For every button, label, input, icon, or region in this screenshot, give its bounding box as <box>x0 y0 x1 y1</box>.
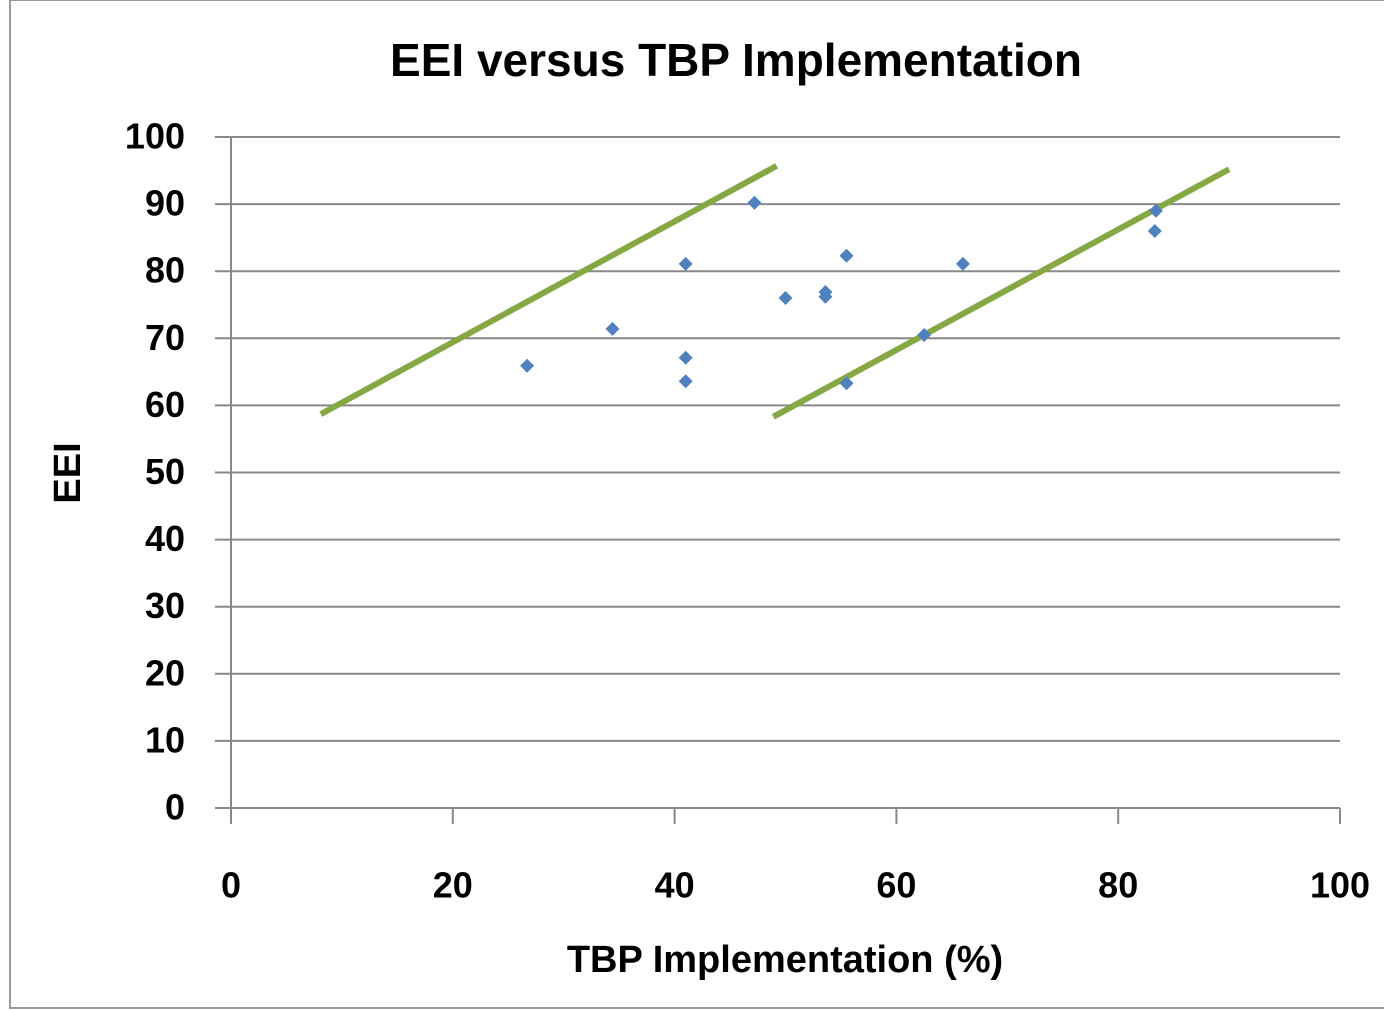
data-point <box>678 256 693 271</box>
y-tick-label: 100 <box>125 116 185 157</box>
x-tick-label: 100 <box>1310 865 1370 906</box>
data-point <box>839 248 854 263</box>
x-tick-label: 20 <box>433 865 473 906</box>
trend-line <box>319 163 779 417</box>
x-axis-title: TBP Implementation (%) <box>567 939 1003 981</box>
y-tick-label: 60 <box>145 384 185 425</box>
data-point <box>839 376 854 391</box>
data-point <box>605 321 620 336</box>
y-tick-label: 30 <box>145 585 185 626</box>
data-point <box>1147 223 1162 238</box>
x-tick-label: 80 <box>1098 865 1138 906</box>
x-tick-label: 40 <box>655 865 695 906</box>
data-point <box>1148 203 1163 218</box>
y-tick-label: 70 <box>145 317 185 358</box>
data-point <box>678 374 693 389</box>
y-tick-label: 10 <box>145 719 185 760</box>
data-point <box>747 195 762 210</box>
data-point <box>678 350 693 365</box>
y-tick-label: 50 <box>145 451 185 492</box>
y-tick-label: 90 <box>145 183 185 224</box>
trend-line <box>771 166 1231 420</box>
data-point <box>778 291 793 306</box>
y-tick-label: 80 <box>145 250 185 291</box>
data-point <box>955 256 970 271</box>
chart-border <box>9 0 1384 1009</box>
y-tick-label: 20 <box>145 652 185 693</box>
chart-title: EEI versus TBP Implementation <box>390 34 1082 86</box>
data-point <box>917 327 932 342</box>
y-axis-title: EEI <box>47 442 89 503</box>
y-tick-label: 40 <box>145 518 185 559</box>
x-tick-label: 0 <box>221 865 241 906</box>
data-point <box>520 358 535 373</box>
x-tick-label: 60 <box>876 865 916 906</box>
data-point <box>818 289 833 304</box>
y-tick-label: 0 <box>165 787 185 828</box>
